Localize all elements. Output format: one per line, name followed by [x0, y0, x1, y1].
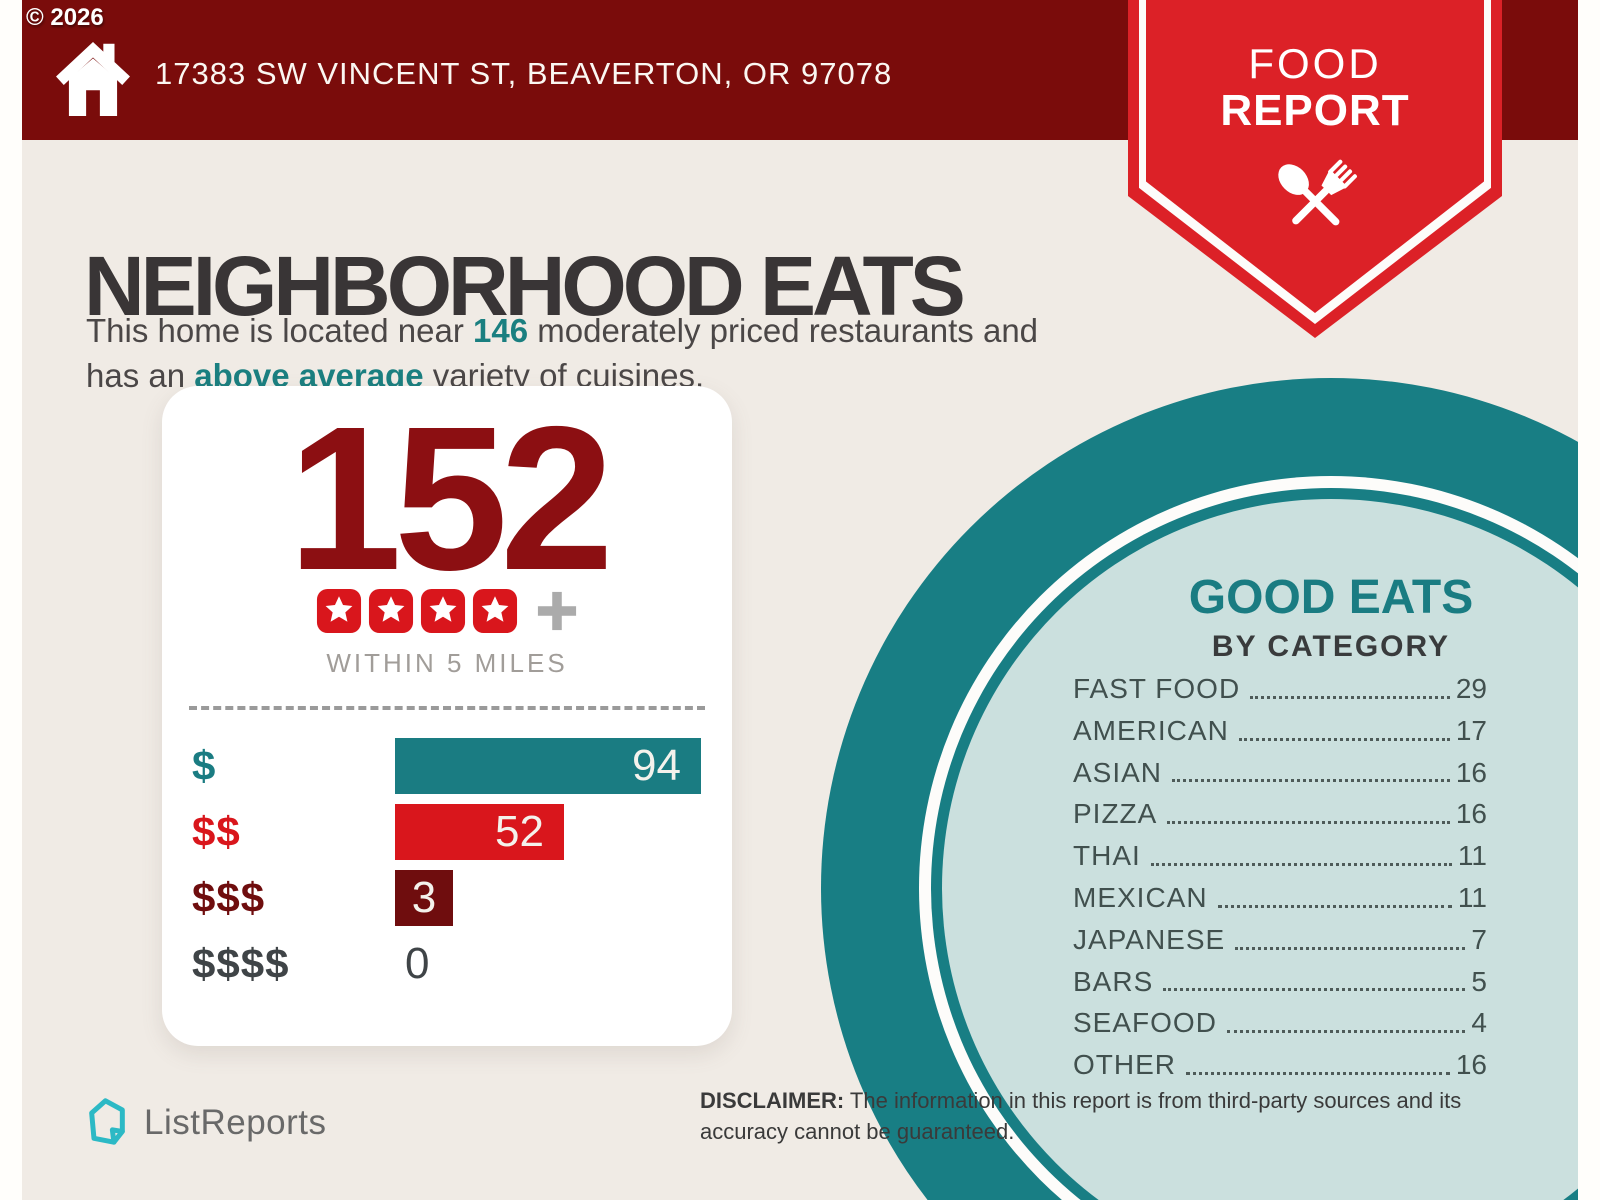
category-row: FAST FOOD 29: [1073, 673, 1487, 705]
category-count: 29: [1455, 673, 1487, 704]
category-label: MEXICAN: [1073, 881, 1208, 913]
price-tier-row: $94: [192, 738, 705, 794]
category-row: BARS 5: [1073, 965, 1487, 998]
disclaimer-text: The information in this report is from t…: [700, 1088, 1462, 1144]
star-icon: [472, 588, 518, 634]
leader-dots: [1150, 862, 1452, 866]
price-tier-row: $$$$ 0: [192, 936, 705, 992]
category-count: 16: [1455, 1049, 1487, 1081]
bar-value: 52: [495, 807, 544, 856]
category-list: FAST FOOD 29 AMERICAN 17 ASIAN 16 PIZZA 16 THAI 1…: [1073, 673, 1487, 1092]
category-count: 5: [1471, 965, 1487, 997]
plus-icon: [537, 591, 577, 631]
leader-dots: [1238, 737, 1450, 741]
category-count: 4: [1471, 1007, 1487, 1039]
category-row: THAI 11: [1073, 840, 1487, 872]
category-label: FAST FOOD: [1073, 673, 1241, 704]
leader-dots: [1250, 695, 1450, 699]
page-margin-right: [1578, 0, 1600, 1200]
copyright-text: © 2026: [26, 4, 104, 31]
category-count: 7: [1471, 923, 1487, 955]
bar-value: 0: [405, 939, 430, 988]
category-row: SEAFOOD 4: [1073, 1008, 1487, 1039]
price-tier-label: $$$: [192, 874, 266, 921]
listreports-wordmark: ListReports: [144, 1103, 327, 1142]
category-row: JAPANESE 7: [1073, 923, 1487, 956]
leader-dots: [1167, 821, 1450, 825]
radius-label: WITHIN 5 MILES: [326, 648, 568, 678]
home-icon: [56, 42, 130, 116]
category-count: 16: [1455, 798, 1487, 830]
bar-track: 52: [395, 804, 705, 860]
category-label: SEAFOOD: [1073, 1007, 1217, 1039]
leader-dots: [1163, 988, 1466, 992]
category-row: MEXICAN 11: [1073, 881, 1487, 914]
price-tier-chart: $94 $$ 52 $$$ 3 $$$$ 0: [192, 738, 705, 1002]
intro-text: moderately priced restaurants and: [528, 312, 1039, 349]
bar: 3: [395, 870, 453, 926]
category-row: ASIAN 16: [1073, 756, 1487, 789]
category-count: 17: [1455, 714, 1487, 746]
category-row: PIZZA 16: [1073, 799, 1487, 830]
intro-text: This home is located near: [86, 312, 474, 349]
leader-dots: [1172, 779, 1450, 783]
bar-track: 94: [395, 738, 705, 794]
bar: 94: [395, 738, 701, 794]
spoon-fork-icon: [1278, 159, 1357, 226]
food-report-badge: FOOD REPORT: [1128, 0, 1502, 338]
leader-dots: [1217, 904, 1452, 908]
bar-value: 3: [411, 873, 437, 922]
dashed-divider: [189, 706, 705, 710]
bar-track: 0: [395, 936, 705, 992]
category-label: THAI: [1073, 840, 1141, 872]
leader-dots: [1186, 1071, 1450, 1075]
intro-text: has an: [86, 356, 195, 394]
star-icons: [316, 588, 518, 634]
listreports-icon: [89, 1098, 125, 1145]
badge-title-line2: REPORT: [1220, 86, 1410, 135]
category-label: AMERICAN: [1073, 714, 1229, 746]
good-eats-subtitle: BY CATEGORY: [1211, 630, 1451, 663]
badge-title-line1: FOOD: [1248, 40, 1382, 87]
category-label: JAPANESE: [1073, 923, 1226, 955]
price-tier-label: $$: [192, 808, 241, 855]
star-rating: [162, 588, 732, 634]
category-count: 16: [1455, 756, 1487, 788]
restaurant-count: 146: [473, 312, 529, 349]
category-label: OTHER: [1073, 1049, 1176, 1081]
price-tier-label: $: [192, 742, 217, 789]
disclaimer-label: DISCLAIMER:: [700, 1088, 845, 1113]
category-label: BARS: [1073, 965, 1154, 997]
star-icon: [420, 588, 466, 634]
bar-track: 3: [395, 870, 705, 926]
good-eats-disc: [942, 499, 1600, 1200]
bar-value: 94: [632, 741, 681, 790]
category-label: PIZZA: [1073, 798, 1158, 830]
page-title: NEIGHBORHOOD EATS: [84, 239, 966, 334]
category-label: ASIAN: [1073, 756, 1163, 788]
price-tier-label: $$$$: [192, 940, 290, 987]
bar: 52: [395, 804, 564, 860]
stats-card: [162, 386, 732, 1046]
good-eats-title: GOOD EATS: [1188, 571, 1474, 624]
leader-dots: [1235, 946, 1466, 950]
listreports-logo: ListReports: [84, 1096, 327, 1150]
price-tier-row: $$ 52: [192, 804, 705, 860]
star-icon: [316, 588, 362, 634]
category-row: OTHER 16: [1073, 1049, 1487, 1081]
property-address: 17383 SW VINCENT ST, BEAVERTON, OR 97078: [155, 56, 893, 91]
category-count: 11: [1457, 881, 1487, 913]
price-tier-row: $$$ 3: [192, 870, 705, 926]
category-count: 11: [1457, 840, 1487, 872]
leader-dots: [1226, 1030, 1466, 1034]
category-row: AMERICAN 17: [1073, 714, 1487, 747]
page-margin-left: [0, 0, 22, 1200]
total-restaurant-count: 152: [287, 384, 614, 613]
star-icon: [368, 588, 414, 634]
disclaimer: DISCLAIMER: The information in this repo…: [700, 1086, 1500, 1148]
